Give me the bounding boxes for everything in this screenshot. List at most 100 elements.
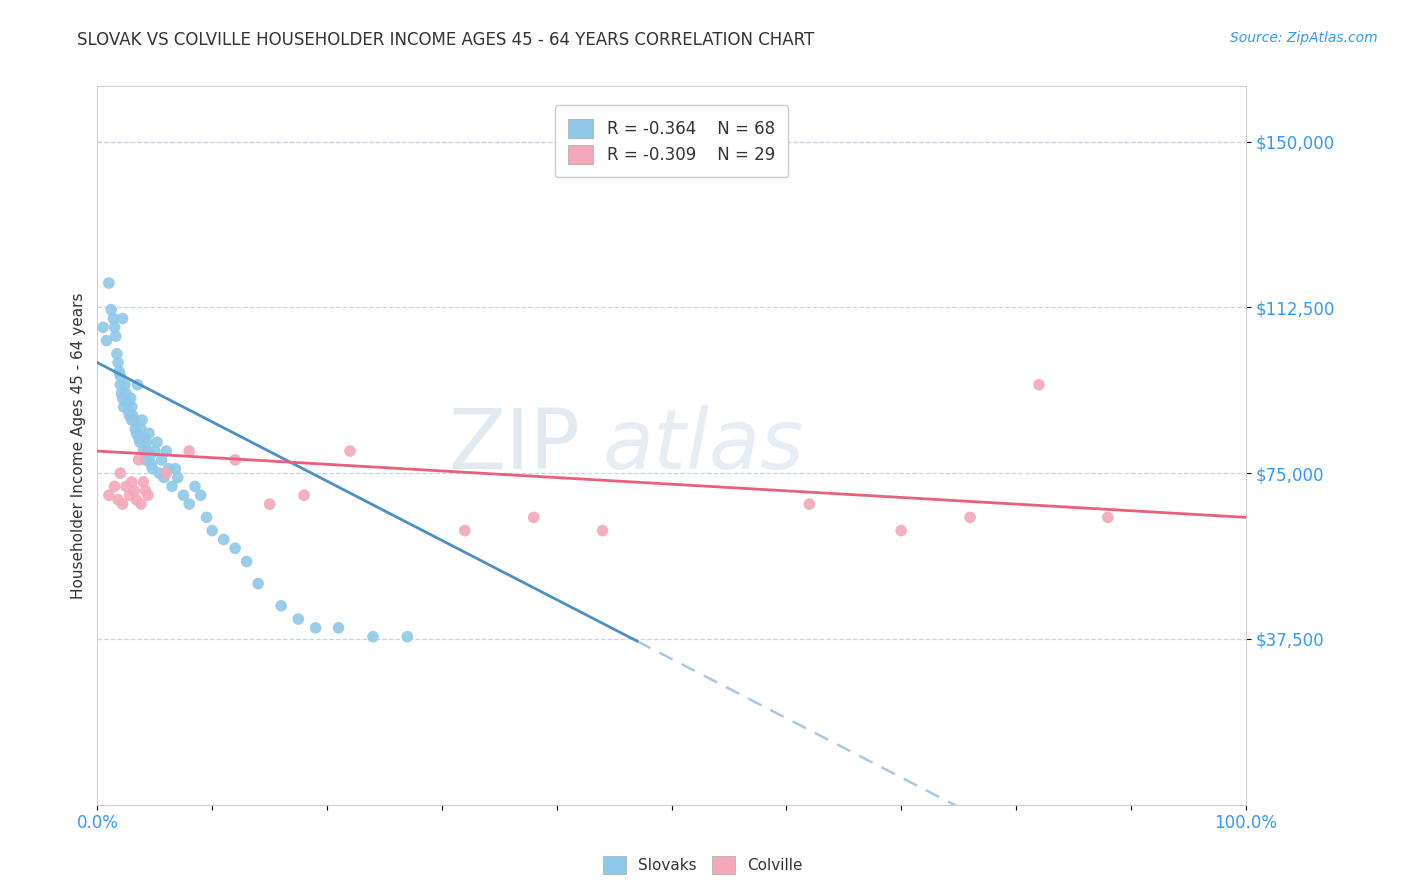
Point: [190, 488, 212, 502]
Point: [799, 497, 821, 511]
Point: [97, 488, 120, 502]
Point: [339, 444, 361, 458]
Point: [361, 630, 384, 644]
Point: [136, 488, 159, 502]
Point: [148, 466, 170, 480]
Y-axis label: Householder Income Ages 45 - 64 years: Householder Income Ages 45 - 64 years: [72, 293, 86, 599]
Point: [110, 368, 132, 383]
Point: [128, 453, 150, 467]
Point: [224, 541, 246, 556]
Point: [128, 435, 150, 450]
Point: [104, 329, 127, 343]
Point: [143, 444, 166, 458]
Point: [125, 426, 148, 441]
Point: [212, 533, 235, 547]
Point: [110, 466, 132, 480]
Point: [122, 409, 145, 423]
Point: [247, 576, 270, 591]
Point: [136, 444, 159, 458]
Point: [150, 453, 173, 467]
Point: [135, 483, 157, 498]
Point: [107, 492, 129, 507]
Point: [139, 449, 162, 463]
Point: [135, 453, 157, 467]
Point: [110, 386, 132, 401]
Point: [107, 356, 129, 370]
Point: [523, 510, 546, 524]
Point: [165, 461, 187, 475]
Point: [592, 524, 614, 538]
Point: [125, 492, 148, 507]
Point: [166, 470, 188, 484]
Point: [108, 364, 131, 378]
Point: [1097, 510, 1119, 524]
Point: [195, 510, 218, 524]
Point: [122, 413, 145, 427]
Point: [115, 479, 138, 493]
Legend: R = -0.364    N = 68, R = -0.309    N = 29: R = -0.364 N = 68, R = -0.309 N = 29: [555, 105, 789, 178]
Legend: Slovaks, Colville: Slovaks, Colville: [598, 850, 808, 880]
Point: [111, 391, 134, 405]
Point: [259, 497, 281, 511]
Point: [112, 400, 135, 414]
Point: [105, 347, 128, 361]
Point: [117, 404, 139, 418]
Point: [135, 435, 157, 450]
Point: [141, 458, 163, 472]
Point: [224, 453, 246, 467]
Point: [160, 479, 183, 493]
Text: SLOVAK VS COLVILLE HOUSEHOLDER INCOME AGES 45 - 64 YEARS CORRELATION CHART: SLOVAK VS COLVILLE HOUSEHOLDER INCOME AG…: [77, 31, 814, 49]
Point: [128, 431, 150, 445]
Point: [121, 475, 143, 489]
Point: [1028, 377, 1050, 392]
Point: [97, 276, 120, 290]
Point: [396, 630, 419, 644]
Point: [115, 386, 138, 401]
Point: [100, 302, 122, 317]
Point: [454, 524, 477, 538]
Text: Source: ZipAtlas.com: Source: ZipAtlas.com: [1230, 31, 1378, 45]
Point: [114, 377, 136, 392]
Point: [132, 475, 155, 489]
Point: [118, 409, 141, 423]
Point: [146, 435, 169, 450]
Point: [110, 377, 132, 392]
Point: [157, 461, 180, 475]
Point: [111, 497, 134, 511]
Point: [155, 466, 177, 480]
Point: [172, 488, 194, 502]
Point: [134, 431, 156, 445]
Point: [155, 444, 177, 458]
Point: [129, 497, 152, 511]
Point: [121, 400, 143, 414]
Text: atlas: atlas: [603, 405, 804, 486]
Point: [304, 621, 326, 635]
Point: [179, 444, 201, 458]
Point: [118, 488, 141, 502]
Point: [103, 311, 125, 326]
Point: [132, 444, 155, 458]
Point: [131, 413, 153, 427]
Point: [890, 524, 912, 538]
Point: [235, 555, 257, 569]
Point: [292, 488, 315, 502]
Point: [184, 479, 207, 493]
Point: [121, 413, 143, 427]
Point: [287, 612, 309, 626]
Point: [153, 470, 176, 484]
Point: [127, 377, 149, 392]
Point: [959, 510, 981, 524]
Point: [270, 599, 292, 613]
Point: [179, 497, 201, 511]
Point: [103, 479, 125, 493]
Point: [138, 426, 160, 441]
Point: [96, 334, 118, 348]
Point: [124, 422, 146, 436]
Point: [141, 461, 163, 475]
Point: [201, 524, 224, 538]
Point: [129, 422, 152, 436]
Point: [111, 311, 134, 326]
Point: [328, 621, 350, 635]
Point: [103, 320, 125, 334]
Text: ZIP: ZIP: [447, 405, 579, 486]
